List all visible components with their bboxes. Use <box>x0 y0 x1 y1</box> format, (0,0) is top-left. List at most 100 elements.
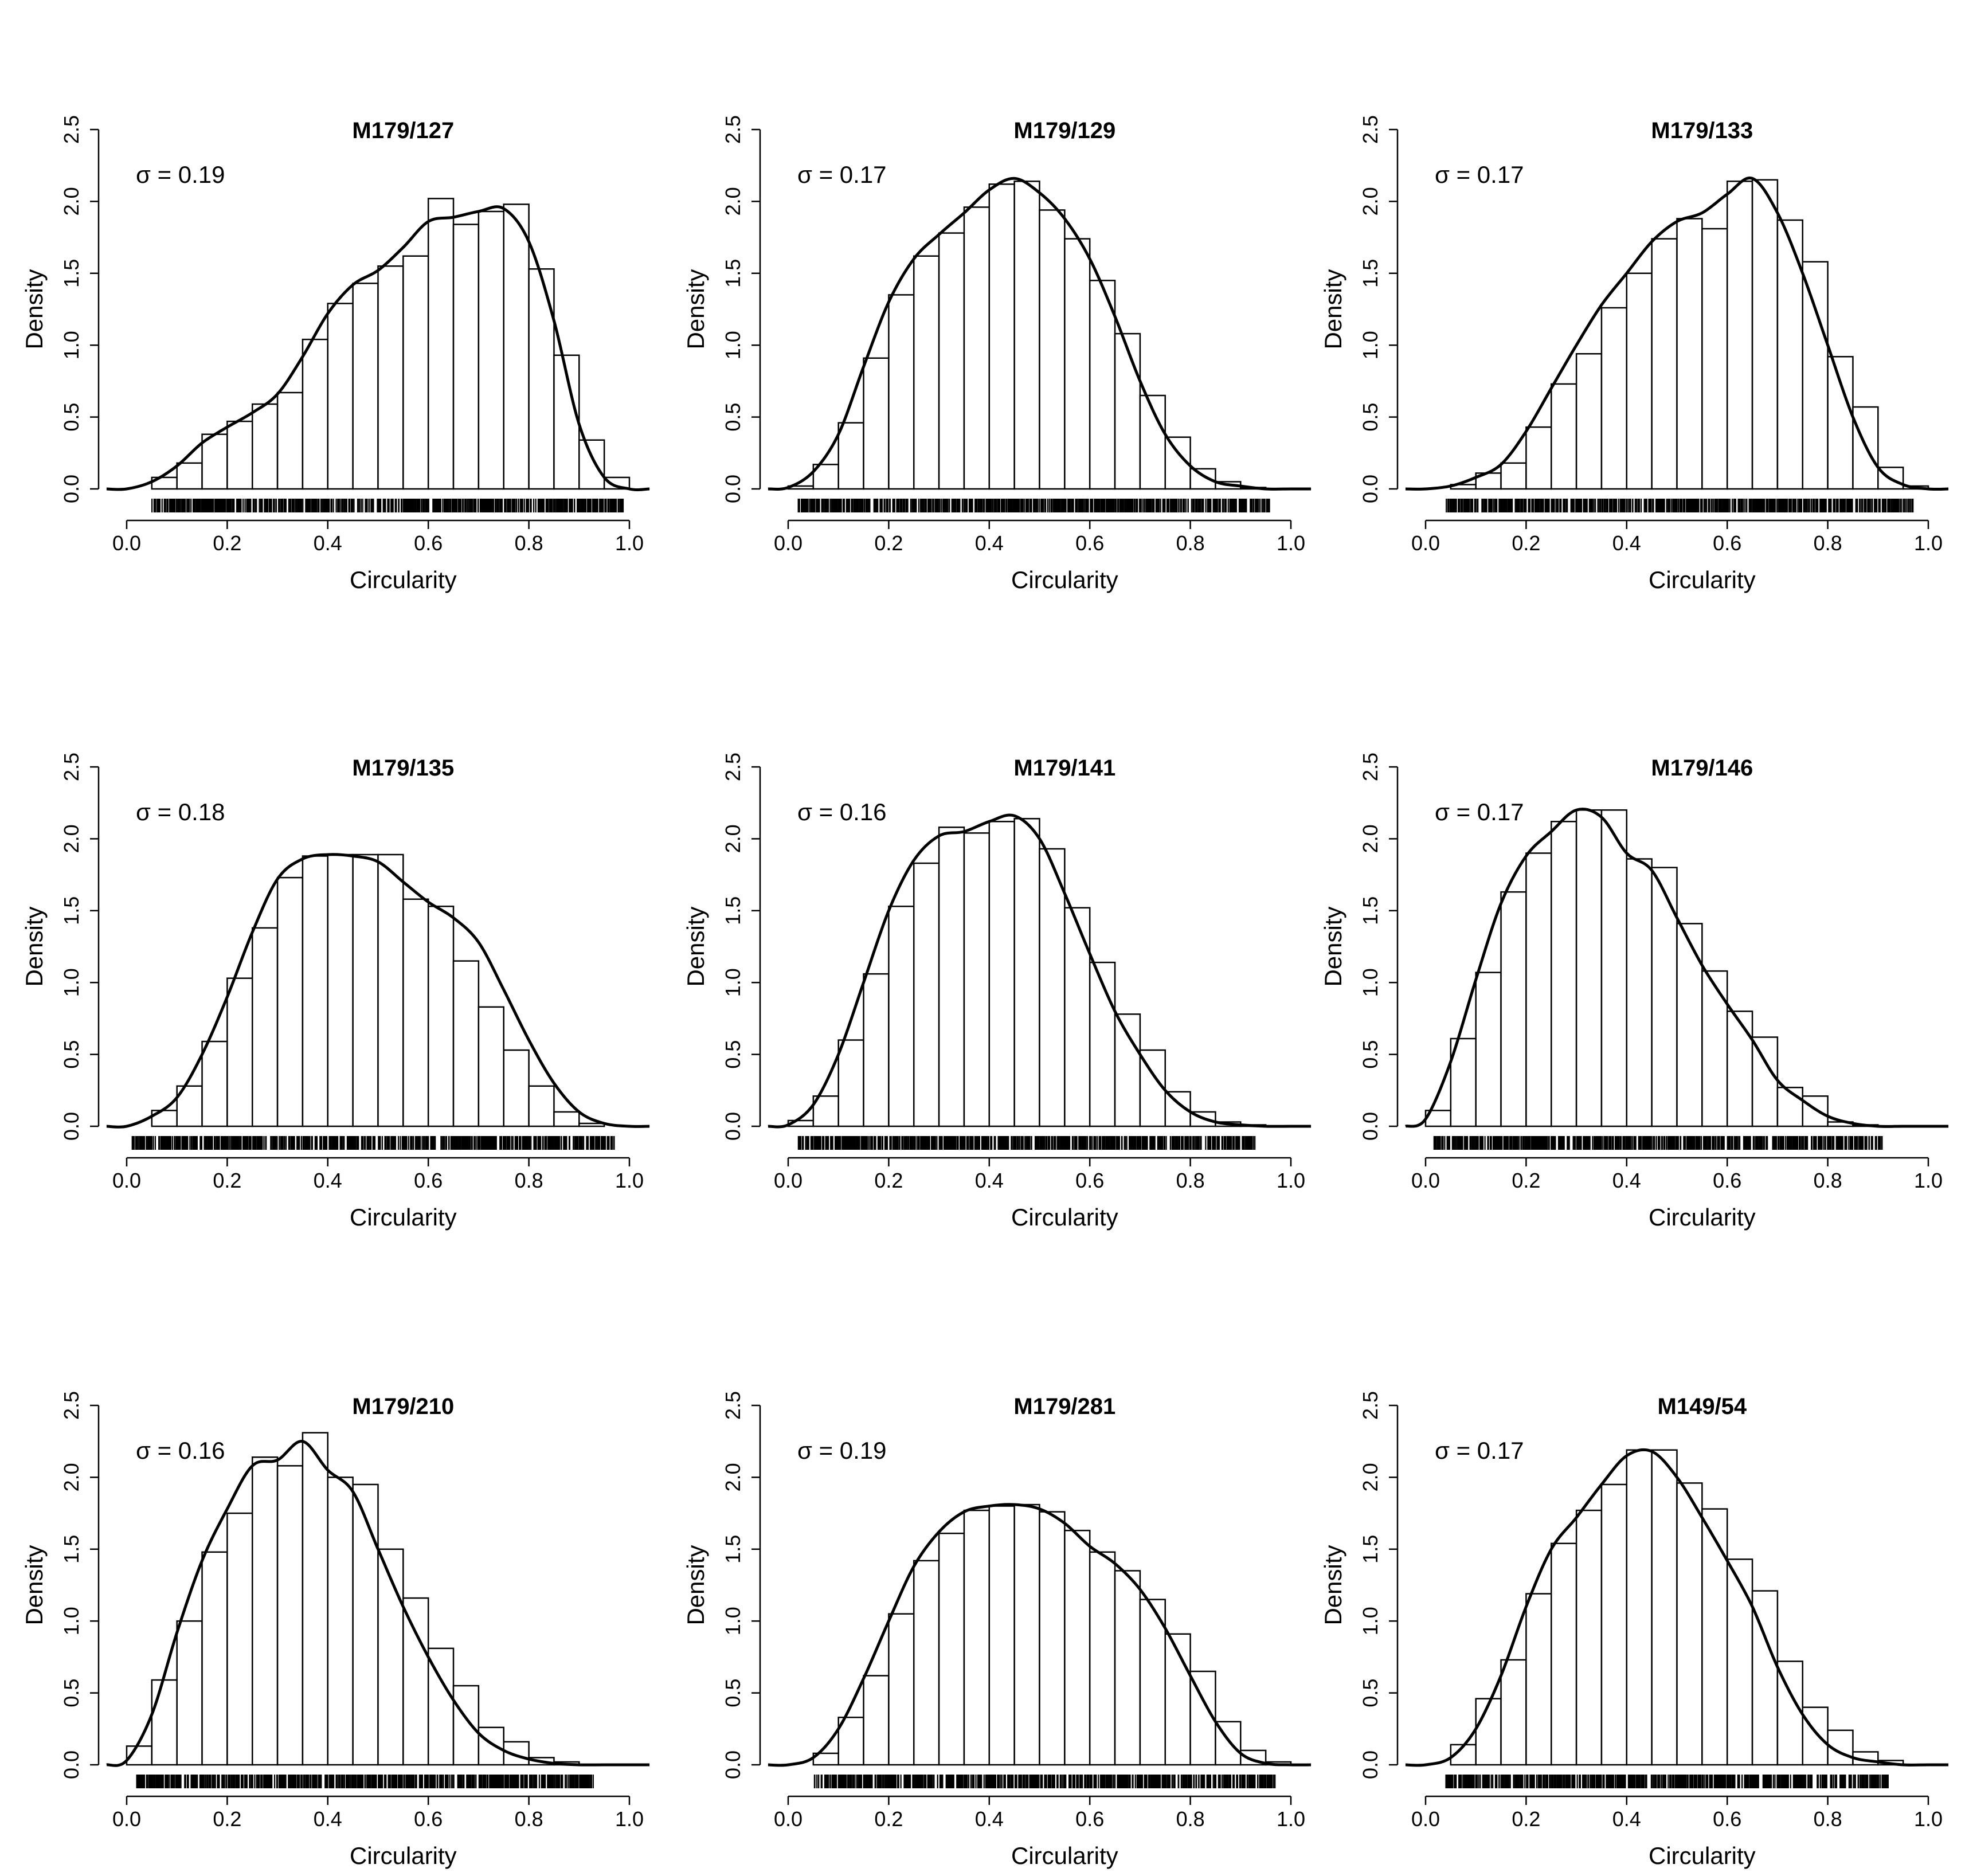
y-tick-label: 1.0 <box>721 331 745 359</box>
y-tick-label: 0.5 <box>60 403 83 432</box>
x-tick-label: 1.0 <box>1277 531 1305 555</box>
x-tick-label: 0.4 <box>314 531 342 555</box>
y-tick-label: 1.0 <box>1359 968 1382 997</box>
sigma-annotation: σ = 0.17 <box>1435 161 1524 188</box>
histogram-bar <box>226 1512 253 1766</box>
x-tick-label: 1.0 <box>1277 1169 1305 1192</box>
x-tick-label: 0.4 <box>975 1169 1004 1192</box>
histogram-bar <box>452 224 480 490</box>
histogram-bar <box>1551 821 1577 1127</box>
histogram-bar <box>1751 1036 1779 1127</box>
y-tick-label: 0.0 <box>721 475 745 503</box>
density-curve <box>106 853 650 1129</box>
y-tick-label: 0.0 <box>1359 475 1382 503</box>
histogram-bar <box>1701 970 1728 1127</box>
x-tick-label: 0.0 <box>112 1169 141 1192</box>
y-tick-label: 0.5 <box>60 1040 83 1069</box>
histogram-bar <box>427 1647 455 1766</box>
histogram-bar <box>863 973 890 1127</box>
y-axis-label: Density <box>21 906 48 986</box>
x-axis-label: Circularity <box>350 1204 457 1231</box>
y-axis-label: Density <box>1320 269 1346 349</box>
y-tick-label: 1.5 <box>1359 896 1382 925</box>
y-tick-label: 2.0 <box>721 187 745 216</box>
histogram-bar <box>151 1679 178 1766</box>
histogram-bar <box>1089 280 1116 490</box>
histogram-bar <box>1039 848 1066 1127</box>
x-tick-label: 0.8 <box>1176 1169 1205 1192</box>
y-tick-label: 0.5 <box>1359 403 1382 432</box>
histogram-bar <box>888 906 915 1127</box>
x-tick-label: 0.8 <box>515 531 543 555</box>
histogram-bar <box>913 862 940 1127</box>
histogram-bar <box>1600 307 1628 490</box>
histogram-bar <box>888 294 915 490</box>
y-tick-label: 1.5 <box>721 259 745 288</box>
histogram-bar <box>1039 209 1066 490</box>
histogram-bar <box>1525 852 1552 1127</box>
chart-title: M179/135 <box>352 755 454 781</box>
density-curve <box>768 813 1312 1129</box>
histogram-bar <box>988 183 1015 490</box>
histogram-bar <box>1676 218 1703 490</box>
histogram-bar <box>201 1551 228 1766</box>
histogram-bar <box>1600 809 1628 1127</box>
x-tick-label: 0.0 <box>774 1169 803 1192</box>
y-tick-label: 2.5 <box>60 115 83 144</box>
histogram-bar <box>503 203 530 490</box>
histogram-bar <box>1114 332 1141 490</box>
histogram-bar <box>1064 907 1091 1127</box>
histogram-bar <box>302 338 329 490</box>
x-tick-label: 0.6 <box>1713 531 1741 555</box>
histogram-bar <box>477 1006 505 1127</box>
histogram-bar <box>1802 1095 1829 1127</box>
x-axis-label: Circularity <box>1011 566 1118 593</box>
histogram-bar <box>1726 181 1753 490</box>
sigma-annotation: σ = 0.16 <box>136 1437 225 1464</box>
histogram-bar <box>201 433 228 490</box>
histogram-bar <box>1500 462 1527 490</box>
x-tick-label: 0.0 <box>1411 531 1440 555</box>
x-tick-label: 0.8 <box>515 1169 543 1192</box>
x-tick-label: 1.0 <box>1914 1169 1943 1192</box>
y-tick-label: 1.0 <box>60 331 83 359</box>
y-axis-label: Density <box>682 906 709 986</box>
histogram-bar <box>176 1620 203 1766</box>
x-tick-label: 0.6 <box>1075 1169 1104 1192</box>
chart-panel: M179/129 σ = 0.17 0.0 0.2 0.4 0.6 0.8 1.0 Circul… <box>682 115 1312 593</box>
histogram-bar <box>327 853 354 1127</box>
histogram-bar <box>276 391 304 490</box>
x-tick-label: 1.0 <box>615 1169 644 1192</box>
histogram-bar <box>913 255 940 490</box>
histogram-bar <box>1064 238 1091 490</box>
x-tick-label: 0.4 <box>314 1169 342 1192</box>
rug-marks <box>1446 499 1914 512</box>
y-tick-label: 1.0 <box>1359 331 1382 359</box>
histogram-bar <box>477 210 505 490</box>
chart-title: M179/127 <box>352 118 454 143</box>
histogram-bar <box>302 1432 329 1766</box>
y-tick-label: 1.5 <box>60 896 83 925</box>
histogram-bar <box>938 827 965 1127</box>
y-tick-label: 0.5 <box>721 1040 745 1069</box>
x-tick-label: 0.2 <box>874 1169 903 1192</box>
chart-panel: M179/141 σ = 0.16 0.0 0.2 0.4 0.6 0.8 1.0 Circul… <box>682 753 1312 1231</box>
sigma-annotation: σ = 0.16 <box>797 798 887 825</box>
y-tick-label: 2.0 <box>60 187 83 216</box>
histogram-bar <box>1626 858 1653 1127</box>
y-axis-label: Density <box>1320 906 1346 986</box>
rug-marks <box>797 1136 1256 1150</box>
rug-marks <box>136 1775 594 1788</box>
y-tick-label: 0.5 <box>1359 1040 1382 1069</box>
histogram-bar <box>402 255 429 490</box>
x-tick-label: 1.0 <box>1914 531 1943 555</box>
rug-marks <box>797 499 1270 512</box>
histogram-bar <box>1626 272 1653 490</box>
x-tick-label: 0.6 <box>1713 1169 1741 1192</box>
chart-title: M179/146 <box>1651 755 1753 781</box>
y-tick-label: 0.5 <box>721 403 745 432</box>
histogram-bar <box>276 1465 304 1766</box>
chart-panel: M179/146 σ = 0.17 0.0 0.2 0.4 0.6 0.8 1.0 Circul… <box>1320 753 1949 1231</box>
histogram-bar <box>578 1122 605 1127</box>
